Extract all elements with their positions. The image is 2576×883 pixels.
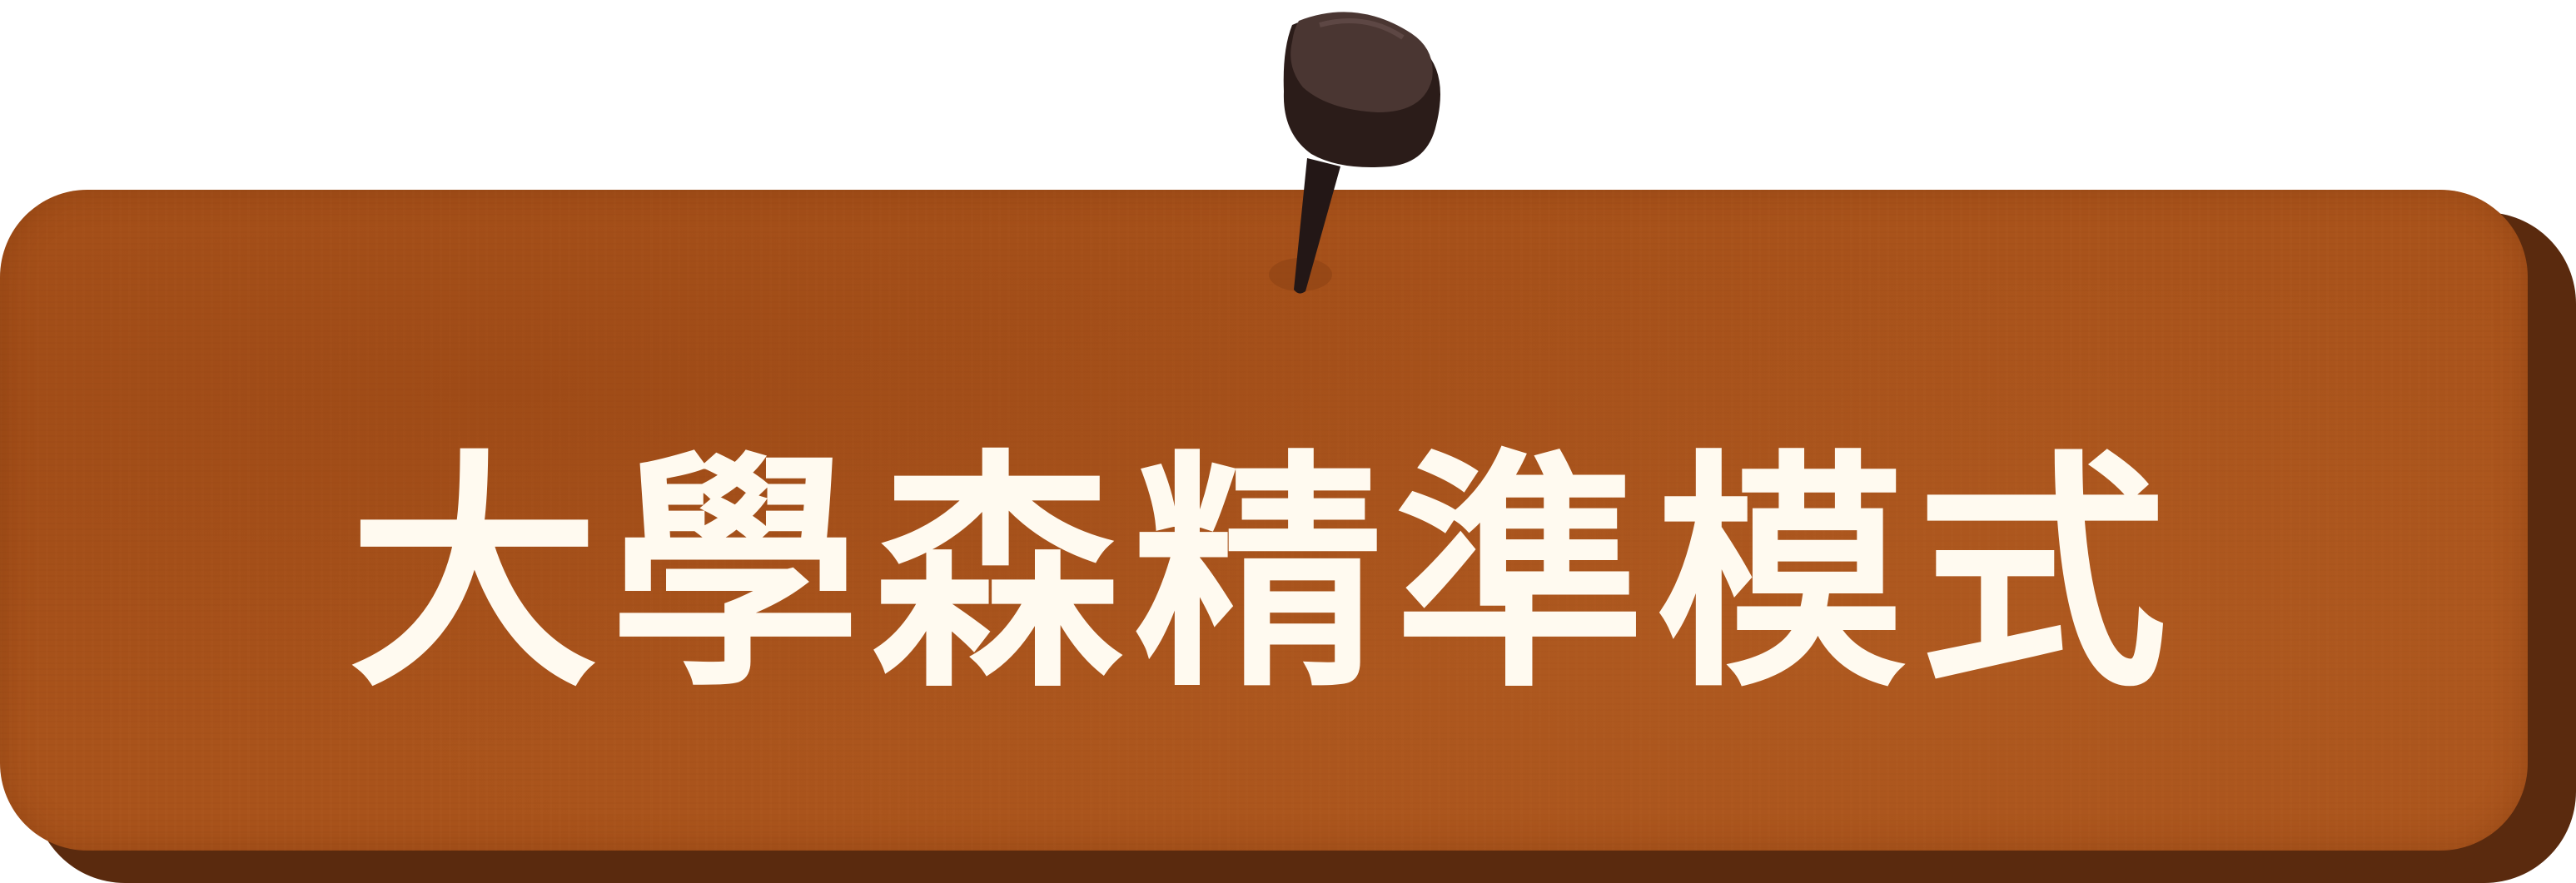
wooden-board bbox=[0, 190, 2528, 851]
push-pin-icon bbox=[1269, 12, 1440, 294]
sign-title: 大學森精準模式 bbox=[349, 430, 2179, 721]
